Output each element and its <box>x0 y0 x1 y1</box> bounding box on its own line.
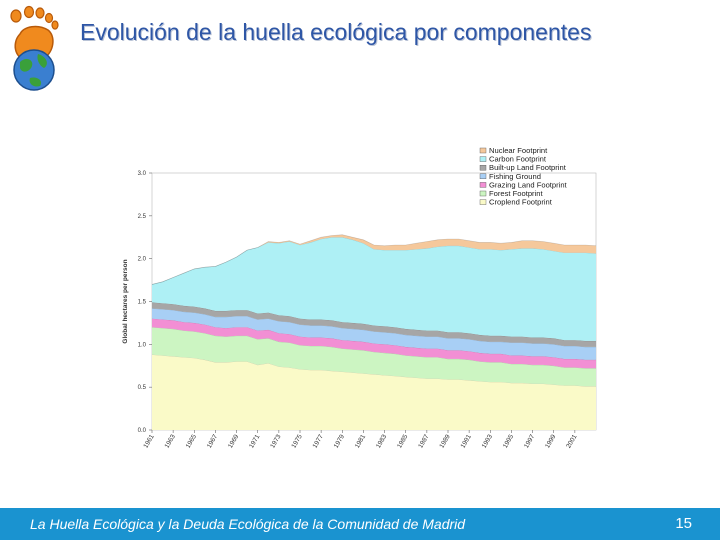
x-tick-label: 1971 <box>248 433 261 449</box>
area-carbon-footprint <box>152 237 596 341</box>
slide-title: Evolución de la huella ecológica por com… <box>80 19 592 45</box>
area-fishing-ground <box>152 308 596 360</box>
legend-label-nuclear-footprint: Nuclear Footprint <box>489 146 548 155</box>
x-tick-label: 1961 <box>142 433 155 449</box>
x-tick-label: 1997 <box>523 433 536 449</box>
x-tick-label: 1979 <box>333 433 346 449</box>
y-tick-label: 2.5 <box>138 214 147 220</box>
area-forest-footprint <box>152 327 596 387</box>
x-tick-label: 1981 <box>354 433 367 449</box>
page-number: 15 <box>675 515 692 532</box>
y-axis-label: Global hectares per person <box>122 259 129 343</box>
earth-footprint-logo-icon <box>10 5 59 91</box>
x-tick-label: 1977 <box>312 433 325 449</box>
area-edge-nuclear-footprint <box>151 234 597 285</box>
y-tick-label: 2.0 <box>138 257 147 263</box>
legend-swatch-croplend-footprint <box>479 199 487 205</box>
x-tick-label: 1999 <box>544 433 557 449</box>
x-tick-label: 1983 <box>375 433 388 449</box>
area-grazing-land-footprint <box>152 318 596 369</box>
x-tick-label: 1991 <box>460 433 473 449</box>
footer-bar: La Huella Ecológica y la Deuda Ecológica… <box>0 508 720 540</box>
x-tick-label: 1963 <box>164 433 177 449</box>
legend-label-croplend-footprint: Croplend Footprint <box>489 198 553 207</box>
x-tick-label: 1985 <box>396 433 409 449</box>
legend-label-carbon-footprint: Carbon Footprint <box>489 155 547 164</box>
logo <box>4 4 68 92</box>
x-tick-label: 1995 <box>502 433 515 449</box>
area-built-up-land-footprint <box>152 302 596 347</box>
x-tick-label: 1965 <box>185 433 198 449</box>
area-croplend-footprint <box>152 354 596 430</box>
legend-swatch-nuclear-footprint <box>479 147 487 154</box>
area-nuclear-footprint <box>152 234 596 285</box>
legend-label-forest-footprint: Forest Footprint <box>489 189 543 198</box>
legend-swatch-forest-footprint <box>479 190 487 197</box>
x-tick-label: 1987 <box>417 433 430 449</box>
legend-label-fishing-ground: Fishing Ground <box>489 172 541 181</box>
y-tick-label: 3.0 <box>138 171 147 177</box>
y-tick-label: 0.5 <box>138 385 147 391</box>
x-tick-label: 1969 <box>227 433 240 449</box>
legend-swatch-carbon-footprint <box>479 156 487 162</box>
legend-swatch-built-up-land-footprint <box>479 165 487 171</box>
legend-label-built-up-land-footprint: Built-up Land Footprint <box>489 163 567 172</box>
y-tick-label: 0.0 <box>138 428 147 434</box>
x-tick-label: 1989 <box>438 433 451 449</box>
legend-swatch-fishing-ground <box>479 173 487 179</box>
x-tick-label: 1967 <box>206 433 219 449</box>
x-tick-label: 2001 <box>565 433 578 449</box>
x-tick-label: 1975 <box>290 433 303 449</box>
y-tick-label: 1.5 <box>138 300 147 306</box>
x-tick-label: 1973 <box>269 433 282 449</box>
legend-swatch-grazing-land-footprint <box>479 182 487 188</box>
y-tick-label: 1.0 <box>138 342 147 348</box>
footer-text: La Huella Ecológica y la Deuda Ecológica… <box>30 516 466 532</box>
x-tick-label: 1993 <box>481 433 494 449</box>
stacked-area-chart: 0.0 0.5 1.0 1.5 2.0 2.5 3.0 Global hectares per… <box>122 146 597 450</box>
legend-label-grazing-land-footprint: Grazing Land Footprint <box>489 180 568 189</box>
